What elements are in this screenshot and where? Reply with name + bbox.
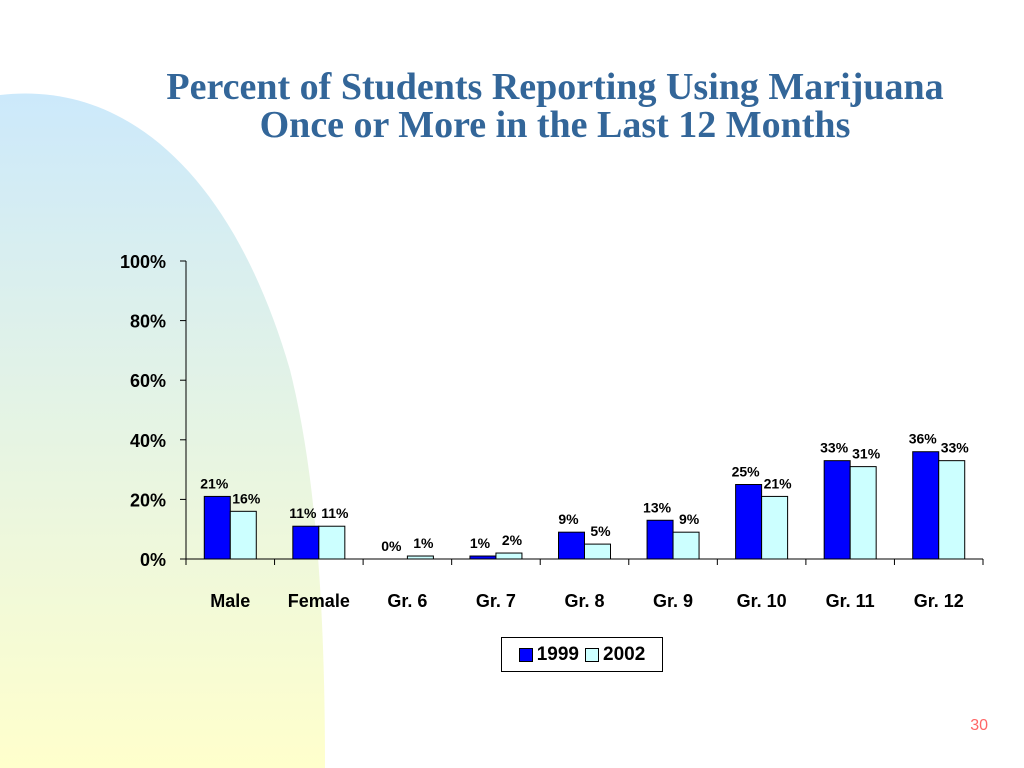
data-label-2002: 9% [679, 511, 700, 527]
bar-2002 [318, 525, 346, 560]
data-label-2002: 33% [941, 440, 970, 456]
x-tick-label: Gr. 11 [826, 591, 875, 611]
data-label-1999: 1% [470, 535, 491, 551]
bar-1999 [735, 484, 763, 560]
data-label-2002: 11% [321, 505, 349, 521]
data-label-2002: 1% [413, 535, 434, 551]
legend-entry-2002: 2002 [585, 644, 645, 666]
legend-swatch-2002 [585, 647, 599, 662]
legend-label-1999: 1999 [536, 643, 579, 665]
legend-label-2002: 2002 [603, 643, 646, 665]
bar-2002 [229, 510, 257, 560]
data-label-2002: 16% [232, 490, 261, 506]
data-label-2002: 21% [764, 475, 793, 491]
y-tick-label: 80% [130, 312, 166, 332]
bar-2002 [495, 552, 523, 560]
bar-2002 [584, 543, 611, 560]
x-tick-label: Gr. 10 [737, 591, 787, 611]
x-tick-label: Gr. 6 [387, 591, 427, 611]
y-tick-label: 40% [130, 431, 166, 451]
chart-legend: 1999 2002 [501, 637, 663, 672]
bar-1999 [823, 460, 851, 560]
data-label-1999: 11% [289, 505, 317, 521]
x-tick-label: Gr. 12 [914, 591, 964, 611]
bar-1999 [469, 555, 497, 560]
bar-2002 [672, 531, 700, 560]
bar-1999 [292, 525, 320, 560]
data-label-1999: 36% [909, 431, 938, 447]
bar-2002 [938, 460, 966, 560]
bar-2002 [761, 495, 789, 560]
bar-1999 [912, 451, 940, 560]
page-number: 30 [970, 717, 988, 734]
data-label-1999: 13% [643, 499, 672, 515]
chart-axes: 0% 20% 40% 60% 80% 100% [120, 252, 984, 570]
legend-swatch-1999 [518, 647, 533, 662]
data-label-1999: 0% [381, 538, 402, 554]
bar-2002 [406, 555, 434, 560]
data-label-1999: 9% [558, 511, 579, 527]
y-tick-label: 100% [120, 252, 166, 272]
bar-1999 [646, 519, 674, 560]
bar-1999 [203, 495, 231, 560]
x-tick-label: Male [210, 591, 250, 611]
x-tick-label: Gr. 9 [653, 591, 693, 611]
data-label-1999: 33% [820, 440, 849, 456]
x-tick-label: Female [288, 591, 350, 611]
data-label-1999: 21% [200, 475, 229, 491]
slide-title: Percent of Students Reporting Using Mari… [166, 66, 944, 146]
x-tick-label: Gr. 7 [476, 591, 516, 611]
y-tick-label: 60% [130, 371, 166, 391]
y-tick-label: 20% [130, 490, 166, 510]
data-label-2002: 31% [852, 446, 881, 462]
data-label-2002: 5% [590, 523, 611, 539]
data-label-1999: 25% [732, 464, 761, 480]
y-tick-label: 0% [140, 550, 166, 570]
data-label-2002: 2% [502, 532, 523, 548]
legend-entry-1999: 1999 [518, 643, 579, 666]
bar-2002 [849, 466, 877, 560]
chart-bars [203, 451, 966, 560]
x-tick-label: Gr. 8 [564, 591, 604, 611]
bar-1999 [558, 531, 585, 560]
